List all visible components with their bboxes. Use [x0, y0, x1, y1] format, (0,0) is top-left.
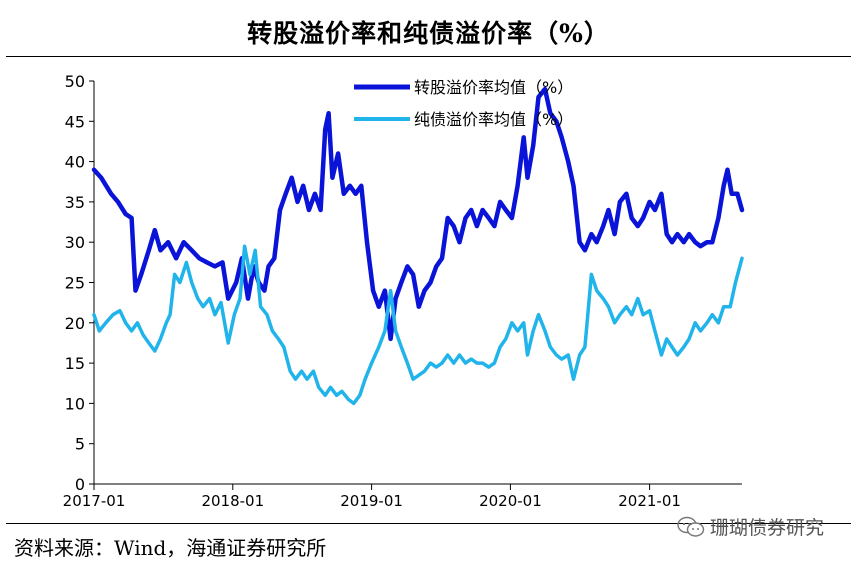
x-tick-label: 2018-01 [201, 492, 264, 510]
y-tick-label: 45 [65, 112, 85, 131]
chart-title: 转股溢价率和纯债溢价率（%） [247, 19, 610, 48]
y-tick-label: 0 [75, 475, 85, 494]
footer-divider [6, 523, 851, 524]
wechat-icon [677, 516, 705, 537]
watermark-text: 珊瑚债券研究 [710, 517, 825, 539]
y-tick-label: 15 [65, 354, 85, 373]
x-tick-label: 2019-01 [340, 492, 403, 510]
y-tick-label: 25 [65, 274, 85, 293]
y-tick-label: 35 [65, 193, 85, 212]
series-line-2 [92, 244, 744, 406]
y-tick-label: 50 [65, 72, 85, 91]
legend-label-2: 纯债溢价率均值（%） [414, 110, 573, 129]
chart-axes: 0 5 10 15 20 25 30 35 40 45 50 2017-01 2018-01 2019-0… [63, 72, 742, 510]
x-tick-label: 2021-01 [618, 492, 681, 510]
watermark: 珊瑚债券研究 [676, 513, 824, 540]
x-tick-label: 2020-01 [479, 492, 542, 510]
title-divider [6, 56, 851, 57]
y-tick-label: 20 [65, 314, 85, 333]
source-note: 资料来源：Wind，海通证券研究所 [14, 536, 327, 560]
legend-label-1: 转股溢价率均值（%） [414, 78, 573, 97]
chart-legend: 转股溢价率均值（%） 纯债溢价率均值（%） [354, 78, 573, 129]
y-tick-label: 5 [75, 435, 85, 454]
x-tick-label: 2017-01 [63, 492, 126, 510]
chart-series [91, 86, 745, 406]
y-tick-label: 10 [65, 394, 85, 413]
series-line-1 [91, 86, 745, 342]
y-tick-label: 40 [65, 153, 85, 172]
y-tick-label: 30 [65, 233, 85, 252]
